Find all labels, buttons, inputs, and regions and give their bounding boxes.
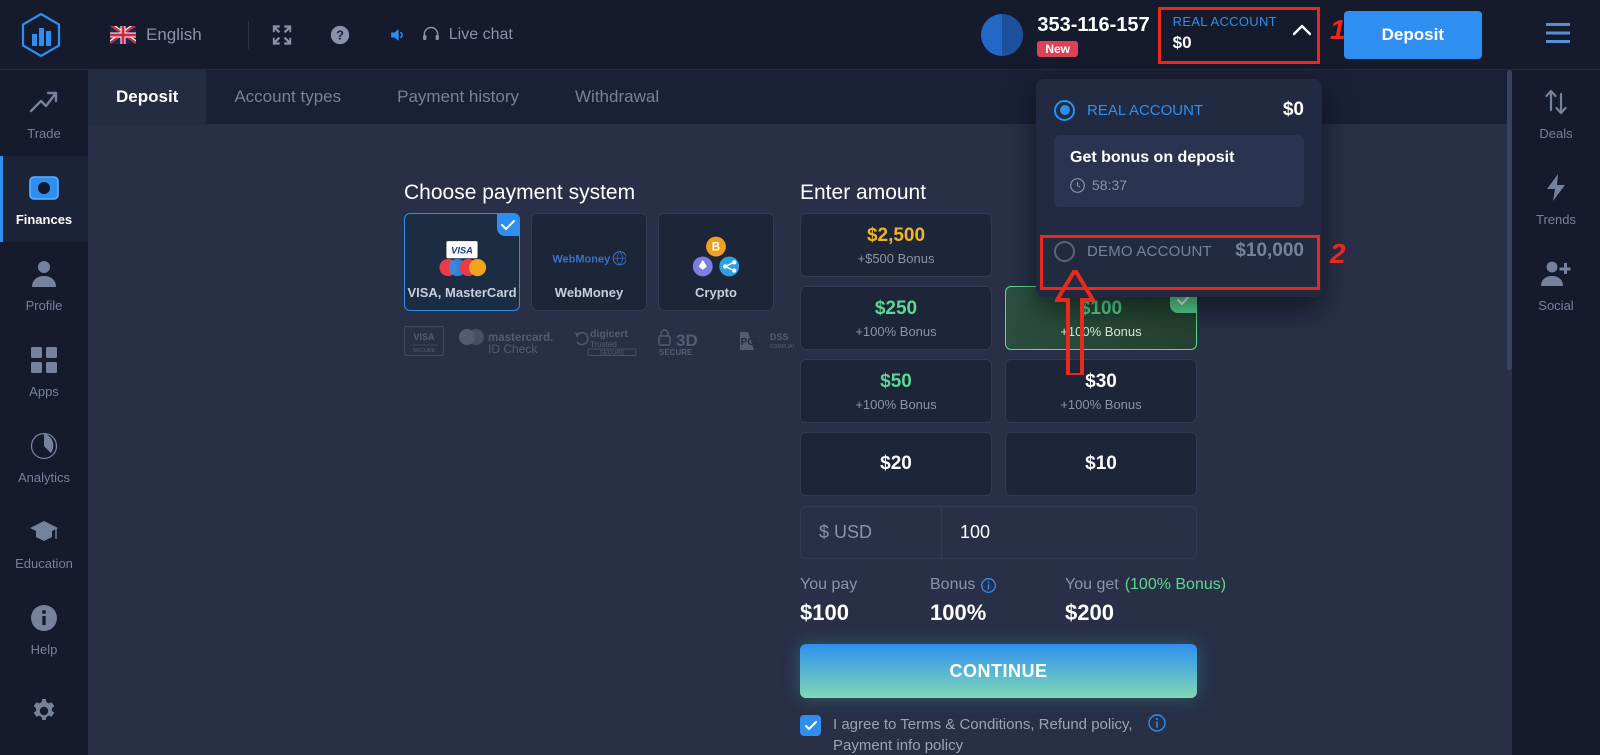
svg-text:Trusted: Trusted	[590, 340, 617, 349]
svg-text:PCI: PCI	[741, 337, 758, 348]
svg-text:ID Check: ID Check	[488, 342, 538, 356]
svg-text:B: B	[712, 242, 720, 254]
svg-text:WebMoney: WebMoney	[552, 254, 611, 266]
svg-text:?: ?	[336, 27, 344, 42]
svg-text:VISA: VISA	[451, 246, 473, 256]
svg-text:SECURE: SECURE	[659, 348, 693, 356]
svg-text:VISA: VISA	[413, 332, 435, 342]
svg-text:COMPLIANT: COMPLIANT	[770, 344, 794, 350]
svg-text:SECURE: SECURE	[413, 348, 436, 354]
svg-text:SECURE: SECURE	[599, 350, 625, 356]
svg-text:digicert: digicert	[590, 328, 628, 340]
svg-text:DSS: DSS	[770, 332, 789, 342]
